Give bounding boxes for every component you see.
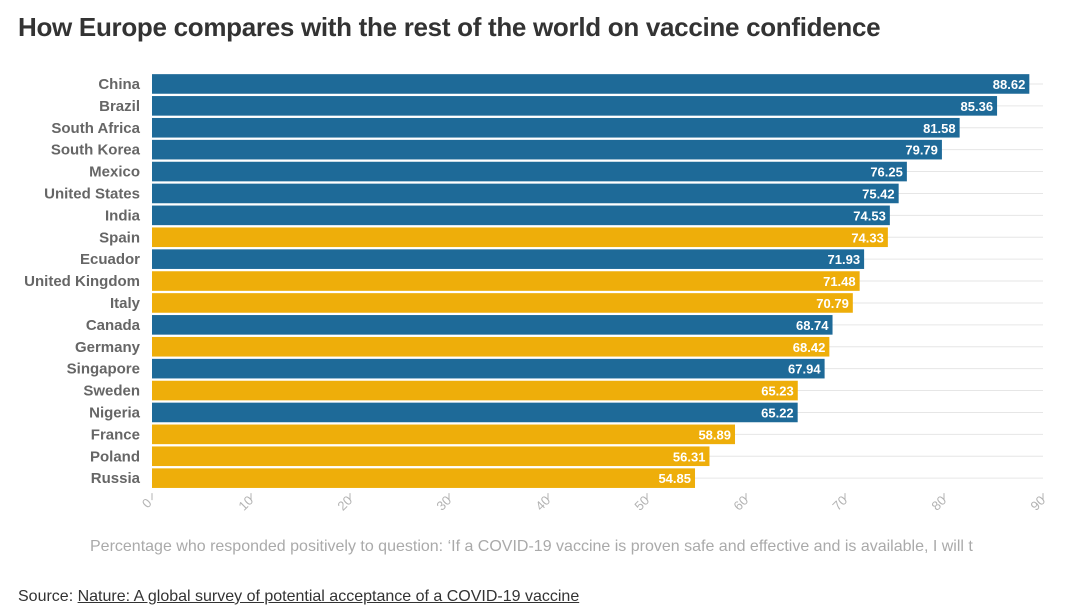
x-tick-label: 30	[433, 493, 454, 514]
category-label: Singapore	[67, 361, 140, 378]
chart-title: How Europe compares with the rest of the…	[18, 12, 881, 42]
category-label: Sweden	[83, 383, 140, 400]
category-label: Ecuador	[80, 251, 140, 268]
data-label: 71.48	[823, 274, 856, 289]
x-tick-label: 40	[532, 493, 553, 514]
x-tick-label: 60	[730, 493, 751, 514]
bar-poland	[152, 446, 710, 467]
source-line: Source: Nature: A global survey of poten…	[18, 588, 579, 606]
bar-united-states	[152, 183, 899, 204]
category-label: India	[105, 207, 141, 224]
category-label: Nigeria	[89, 404, 141, 421]
x-tick-label: 80	[928, 493, 949, 514]
x-tick-label: 90	[1027, 493, 1048, 514]
x-tick-label: 10	[235, 493, 256, 514]
bar-india	[152, 205, 890, 226]
category-label: France	[91, 426, 140, 443]
data-label: 70.79	[816, 296, 849, 311]
source-link[interactable]: Nature: A global survey of potential acc…	[77, 588, 580, 605]
bar-brazil	[152, 96, 998, 116]
data-label: 71.93	[828, 252, 861, 267]
category-label: China	[98, 76, 140, 93]
data-label: 67.94	[788, 362, 821, 377]
x-axis-label: Percentage who responded positively to q…	[90, 538, 973, 555]
category-label: Poland	[90, 448, 140, 465]
bar-united-kingdom	[152, 271, 860, 291]
category-label: United Kingdom	[24, 273, 140, 290]
bar-mexico	[152, 161, 907, 182]
data-label: 68.74	[796, 318, 829, 333]
bar-russia	[152, 468, 696, 488]
data-label: 88.62	[993, 77, 1026, 92]
source-label: Source:	[18, 588, 74, 605]
bar-ecuador	[152, 249, 865, 269]
category-label: Germany	[75, 339, 141, 356]
data-label: 65.23	[761, 384, 794, 399]
x-tick-label: 20	[334, 493, 355, 514]
bar-canada	[152, 315, 833, 335]
data-label: 76.25	[870, 165, 903, 180]
data-label: 56.31	[673, 449, 706, 464]
bar-nigeria	[152, 402, 798, 423]
bar-south-africa	[152, 117, 960, 138]
data-label: 75.42	[862, 186, 895, 201]
category-label: United States	[44, 185, 140, 202]
bar-south-korea	[152, 139, 942, 160]
category-label: Russia	[91, 470, 141, 487]
category-label: South Korea	[51, 142, 141, 159]
category-label: Mexico	[89, 164, 140, 181]
data-label: 74.33	[851, 230, 884, 245]
data-label: 58.89	[698, 427, 731, 442]
bar-germany	[152, 336, 830, 357]
category-label: Italy	[110, 295, 141, 312]
data-label: 65.22	[761, 405, 794, 420]
data-label: 54.85	[658, 471, 691, 486]
x-tick-label: 70	[829, 493, 850, 514]
data-label: 79.79	[905, 143, 938, 158]
x-tick-label: 50	[631, 493, 652, 514]
category-label: Spain	[99, 229, 140, 246]
data-label: 81.58	[923, 121, 956, 136]
data-label: 68.42	[793, 340, 826, 355]
bar-singapore	[152, 358, 825, 379]
category-label: Brazil	[99, 98, 140, 115]
category-label: Canada	[86, 317, 141, 334]
bar-sweden	[152, 380, 798, 401]
bar-italy	[152, 293, 853, 313]
bar-france	[152, 424, 736, 445]
category-label: South Africa	[51, 120, 140, 137]
bar-china	[152, 74, 1030, 94]
bar-spain	[152, 227, 888, 248]
data-label: 85.36	[961, 99, 994, 114]
data-label: 74.53	[853, 208, 886, 223]
